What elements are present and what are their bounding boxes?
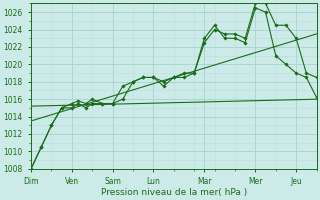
X-axis label: Pression niveau de la mer( hPa ): Pression niveau de la mer( hPa ) [101,188,247,197]
